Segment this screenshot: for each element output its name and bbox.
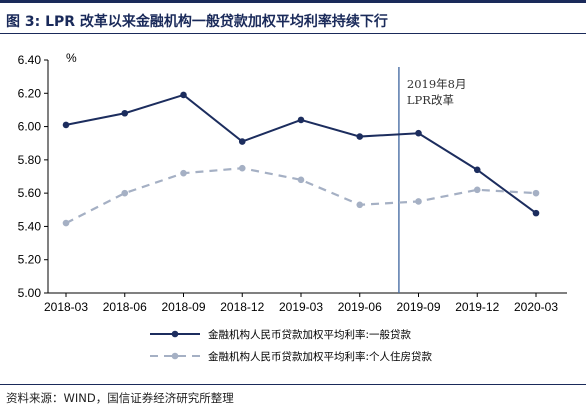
y-tick-label: 5.60: [18, 186, 42, 200]
series-2-point: [356, 201, 364, 209]
series-1-point: [415, 129, 422, 137]
title-bar: 图 3: LPR 改革以来金融机构一般贷款加权平均利率持续下行: [0, 0, 586, 34]
y-tick-label: 6.40: [18, 53, 42, 67]
series-2-point: [473, 186, 481, 194]
y-unit-label: %: [66, 51, 77, 65]
series-1-point: [297, 116, 305, 124]
y-tick-label: 5.40: [18, 219, 42, 233]
x-tick-label: 2019-06: [338, 300, 382, 314]
y-tick-label: 5.80: [18, 153, 42, 167]
x-tick-label: 2019-03: [279, 300, 323, 314]
series-1-point: [238, 138, 246, 145]
series-1-point: [356, 133, 364, 140]
figure-title: 图 3: LPR 改革以来金融机构一般贷款加权平均利率持续下行: [6, 14, 388, 30]
series-2-point: [532, 189, 540, 197]
series-1-point: [121, 109, 129, 117]
x-tick-label: 2019-12: [455, 300, 499, 314]
y-tick-label: 6.00: [18, 120, 42, 134]
series-1-point: [532, 209, 540, 217]
series-1-point: [62, 121, 70, 129]
legend-marker-2: [171, 352, 179, 360]
legend-label-1: 金融机构人民币贷款加权平均利率:一般贷款: [208, 328, 412, 341]
x-tick-label: 2018-06: [103, 300, 147, 314]
x-tick-label: 2019-09: [396, 300, 440, 314]
x-tick-label: 2020-03: [514, 300, 558, 314]
series-line-2: [65, 167, 537, 225]
legend-marker-1: [171, 330, 179, 338]
annotation-label-date: 2019年8月: [407, 77, 467, 91]
x-tick-label: 2018-12: [220, 300, 264, 314]
source-note: 资料来源：WIND，国信证券经济研究所整理: [6, 391, 234, 405]
series-1-point: [473, 166, 481, 174]
series-2-point: [415, 198, 422, 205]
x-tick-label: 2018-09: [161, 300, 205, 314]
y-tick-label: 5.20: [18, 253, 42, 267]
line-chart: 5.00 5.20 5.40 5.60 5.80 6.00 6.20 6.40 % 2018-03…: [18, 51, 567, 363]
series-1-point: [180, 91, 187, 99]
series-2-point: [62, 219, 70, 227]
series-line-1: [65, 93, 537, 214]
y-tick-label: 6.20: [18, 86, 42, 100]
series-2-point: [180, 169, 187, 177]
footer-divider: [0, 384, 586, 385]
annotation-label-event: LPR改革: [407, 93, 454, 107]
x-tick-label: 2018-03: [44, 300, 88, 314]
y-tick-label: 5.00: [18, 286, 42, 300]
series-2-point: [238, 164, 246, 172]
series-2-point: [121, 189, 129, 197]
series-2-point: [297, 176, 305, 184]
legend-label-2: 金融机构人民币贷款加权平均利率:个人住房贷款: [208, 350, 433, 363]
